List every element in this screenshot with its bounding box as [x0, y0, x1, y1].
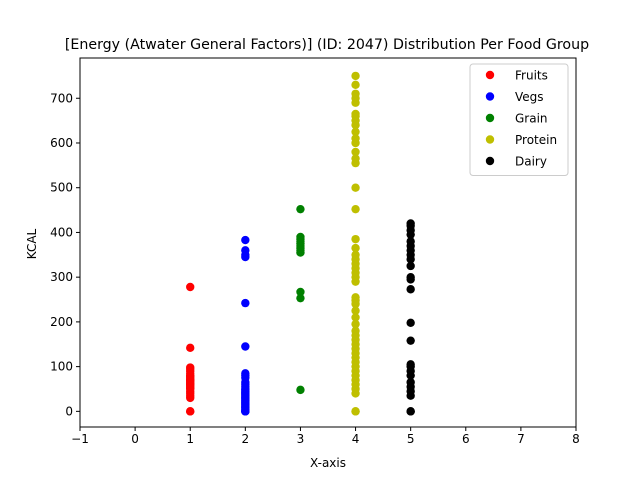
legend-marker-dairy — [485, 156, 495, 166]
plot-frame — [79, 57, 577, 428]
chart-title: [Energy (Atwater General Factors)] (ID: … — [65, 37, 589, 53]
data-point-protein-38 — [351, 134, 360, 143]
x-tick-label: 4 — [352, 432, 360, 446]
x-tick-label: −1 — [71, 432, 89, 446]
y-tick-label: 300 — [50, 270, 73, 284]
y-axis: 0 100 200 300 400 500 600 700 — [50, 91, 80, 418]
data-point-protein-18 — [351, 313, 360, 322]
data-point-grain-11 — [296, 204, 305, 214]
y-tick-label: 600 — [50, 136, 73, 150]
x-tick-label: 3 — [297, 432, 305, 446]
legend-marker-fruits — [485, 70, 495, 80]
legend: Fruits Vegs Grain Protein Dairy — [469, 63, 569, 176]
x-tick-label: 2 — [242, 432, 250, 446]
y-tick-label: 100 — [50, 360, 73, 374]
x-tick-label: 7 — [517, 432, 525, 446]
data-point-vegs-28 — [241, 369, 250, 378]
y-tick-label: 400 — [50, 225, 73, 239]
data-point-grain-2 — [296, 287, 305, 297]
legend-label-grain: Grain — [515, 112, 548, 126]
data-point-protein-36 — [351, 147, 360, 157]
data-point-dairy-1 — [406, 407, 415, 416]
data-point-protein-1 — [351, 407, 360, 416]
data-point-grain-0 — [296, 385, 305, 395]
data-point-protein-31 — [351, 234, 360, 244]
data-point-dairy-5 — [406, 378, 415, 387]
data-point-protein-22 — [351, 293, 360, 302]
y-axis-label: KCAL — [25, 228, 39, 259]
data-point-protein-33 — [351, 183, 360, 192]
legend-label-protein: Protein — [515, 133, 557, 147]
legend-box — [469, 63, 569, 176]
data-point-protein-29 — [351, 250, 360, 259]
legend-label-fruits: Fruits — [515, 69, 548, 83]
legend-marker-grain — [485, 113, 495, 123]
data-point-protein-16 — [351, 326, 360, 336]
data-point-fruits-23 — [186, 343, 195, 353]
data-point-dairy-24 — [406, 219, 415, 228]
data-point-dairy-9 — [406, 360, 415, 369]
data-point-dairy-14 — [406, 272, 415, 282]
data-point-dairy-20 — [406, 237, 415, 246]
data-point-fruits-22 — [186, 363, 195, 372]
plot-area — [79, 57, 577, 428]
y-tick-label: 200 — [50, 315, 73, 329]
data-point-vegs-33 — [241, 246, 250, 255]
y-tick-label: 700 — [50, 91, 73, 105]
legend-label-vegs: Vegs — [515, 90, 544, 104]
y-tick-label: 0 — [65, 404, 73, 418]
data-point-protein-19 — [351, 306, 360, 315]
data-point-vegs-30 — [241, 298, 250, 308]
data-point-grain-10 — [296, 232, 305, 242]
data-point-protein-30 — [351, 243, 360, 253]
x-tick-label: 5 — [407, 432, 415, 446]
data-point-dairy-12 — [406, 285, 415, 294]
x-axis: −1 0 1 2 3 4 5 6 7 8 — [71, 427, 580, 446]
data-point-protein-43 — [351, 109, 360, 119]
legend-marker-protein — [485, 135, 495, 144]
data-point-dairy-10 — [406, 336, 415, 345]
data-point-fruits-24 — [186, 282, 195, 292]
data-point-protein-48 — [351, 71, 360, 81]
y-tick-label: 500 — [50, 181, 73, 195]
legend-label-dairy: Dairy — [515, 155, 547, 169]
data-point-protein-17 — [351, 319, 360, 329]
data-point-protein-35 — [351, 154, 360, 163]
x-tick-label: 0 — [131, 432, 139, 446]
x-tick-label: 6 — [462, 432, 470, 446]
data-point-vegs-29 — [241, 342, 250, 351]
data-point-protein-46 — [351, 89, 360, 98]
data-point-fruits-1 — [186, 407, 195, 416]
data-point-protein-47 — [351, 80, 360, 90]
data-point-protein-32 — [351, 204, 360, 214]
x-tick-label: 8 — [572, 432, 580, 446]
legend-marker-vegs — [485, 92, 495, 101]
x-axis-label: X-axis — [310, 456, 346, 470]
data-point-vegs-34 — [241, 235, 250, 245]
data-point-grain-1 — [296, 293, 305, 303]
x-tick-label: 1 — [186, 432, 194, 446]
data-point-protein-39 — [351, 127, 360, 136]
data-point-dairy-11 — [406, 318, 415, 327]
data-point-dairy-15 — [406, 261, 415, 271]
